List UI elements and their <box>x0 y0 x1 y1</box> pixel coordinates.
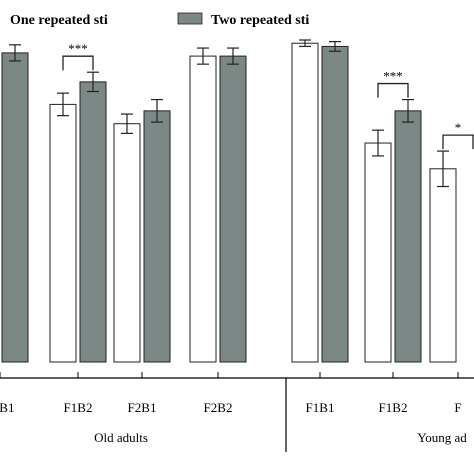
significance-bracket <box>62 55 94 71</box>
bar-young-ad-f1b2-s2 <box>394 110 422 363</box>
x-tick-label-f1b2: F1B2 <box>379 400 408 415</box>
group-label-2: Young ad <box>417 430 467 445</box>
bar-young-ad-f1b1-s1 <box>291 42 319 363</box>
bars-layer: ******* <box>1 39 474 363</box>
x-tick-label-f1b1: F1B1 <box>0 400 14 415</box>
bar-old-adults-f1b2-s2 <box>79 81 107 363</box>
bar-old-adults-f2b1-s2 <box>143 110 171 363</box>
bar-old-adults-f1b1-s2 <box>1 52 29 363</box>
significance-bracket <box>377 82 409 98</box>
significance-label: *** <box>68 41 88 56</box>
group-label-1: Old adults <box>94 430 148 445</box>
x-tick-label-f2b2: F2B2 <box>204 400 233 415</box>
legend-swatch-two-repeated <box>177 12 203 25</box>
bar-old-adults-f2b2-s1 <box>189 55 217 363</box>
bar-old-adults-f2b2-s2 <box>219 55 247 363</box>
x-tick-label-f1b1: F1B1 <box>306 400 335 415</box>
bar-young-ad-f1b2-s1 <box>364 142 392 363</box>
bar-old-adults-f2b1-s1 <box>113 123 141 363</box>
significance-label: * <box>455 120 462 135</box>
x-tick-label-f1b2: F1B2 <box>64 400 93 415</box>
significance-label: *** <box>383 69 403 84</box>
legend: One repeated sti Two repeated sti <box>10 12 309 28</box>
legend-label-two-repeated: Two repeated sti <box>211 13 309 28</box>
x-tick-label-f: F <box>454 400 461 415</box>
bar-young-ad-f1b1-s2 <box>321 45 349 363</box>
bar-old-adults-f1b2-s1 <box>49 103 77 363</box>
x-tick-label-f2b1: F2B1 <box>128 400 157 415</box>
significance-bracket <box>442 134 474 150</box>
bar-young-ad-f-s1 <box>429 168 457 363</box>
x-axis: F1B1 F1B2 F2B1 F2B2 Old adults F1B1 F1B2 F Young… <box>0 372 474 452</box>
legend-label-one-repeated: One repeated sti <box>10 13 108 28</box>
